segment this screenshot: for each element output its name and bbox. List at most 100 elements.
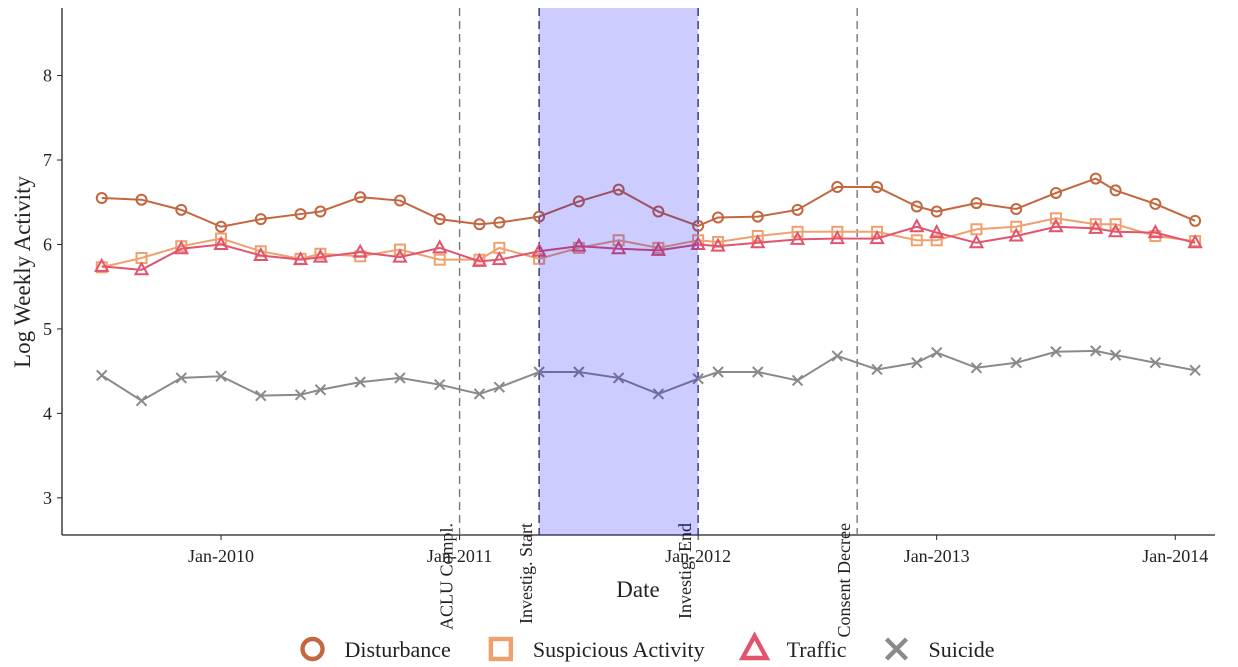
- marker: [314, 205, 327, 218]
- marker: [1049, 212, 1062, 225]
- marker: [135, 395, 148, 407]
- marker: [292, 251, 309, 266]
- marker: [294, 389, 307, 401]
- marker: [1050, 346, 1062, 358]
- marker: [710, 237, 726, 252]
- y-tick-label: 6: [43, 234, 52, 254]
- marker: [253, 246, 269, 261]
- annotation-label: ACLU Compl.: [437, 523, 457, 630]
- marker: [612, 372, 625, 384]
- marker: [871, 225, 884, 238]
- marker: [473, 218, 486, 231]
- marker: [692, 219, 705, 232]
- legend: Disturbance Suspicious Activity Traffic Sui…: [300, 631, 994, 662]
- marker: [314, 384, 327, 396]
- marker: [831, 350, 844, 362]
- marker: [393, 194, 406, 207]
- marker: [791, 203, 804, 216]
- marker: [791, 374, 804, 387]
- marker: [970, 362, 983, 374]
- marker: [1090, 345, 1102, 357]
- marker: [493, 381, 506, 393]
- marker: [133, 261, 150, 276]
- marker: [471, 252, 488, 267]
- marker: [1109, 218, 1122, 231]
- marker: [1107, 223, 1124, 238]
- marker: [871, 363, 883, 376]
- marker: [738, 631, 771, 661]
- series-line: [101, 225, 1196, 271]
- marker: [312, 248, 329, 263]
- marker: [354, 376, 366, 388]
- x-tick-label: Jan-2013: [904, 546, 970, 566]
- marker: [610, 240, 627, 255]
- marker: [491, 251, 508, 266]
- marker: [831, 225, 844, 238]
- marker: [531, 242, 547, 257]
- marker: [884, 637, 909, 661]
- marker: [612, 234, 625, 247]
- marker: [95, 192, 108, 205]
- y-axis-title: Log Weekly Activity: [10, 176, 35, 368]
- marker: [970, 197, 983, 210]
- marker: [831, 181, 844, 194]
- marker: [1008, 227, 1024, 242]
- marker: [1010, 220, 1023, 233]
- marker: [871, 181, 884, 194]
- marker: [929, 224, 945, 239]
- marker: [1010, 203, 1023, 216]
- marker: [533, 210, 546, 223]
- marker: [294, 208, 307, 221]
- marker: [650, 241, 667, 256]
- marker: [930, 346, 943, 359]
- marker: [533, 366, 545, 378]
- y-tick-label: 5: [43, 319, 52, 339]
- marker: [1089, 172, 1102, 185]
- marker: [300, 636, 325, 662]
- marker: [652, 388, 665, 400]
- marker: [433, 378, 446, 391]
- y-tick-label: 4: [43, 403, 52, 423]
- marker: [1088, 219, 1104, 234]
- marker: [392, 248, 408, 263]
- marker: [393, 243, 406, 256]
- marker: [1149, 197, 1162, 210]
- marker: [690, 235, 706, 250]
- marker: [712, 366, 724, 378]
- x-tick-label: Jan-2014: [1142, 546, 1208, 566]
- marker: [1149, 357, 1162, 369]
- marker: [96, 369, 108, 382]
- marker: [572, 195, 585, 208]
- marker: [352, 243, 368, 258]
- marker: [1189, 364, 1201, 377]
- marker: [911, 357, 923, 369]
- marker: [930, 205, 943, 218]
- marker: [712, 211, 725, 224]
- marker: [1189, 214, 1202, 227]
- marker: [473, 388, 486, 400]
- legend-label: Disturbance: [345, 637, 451, 662]
- marker: [752, 366, 764, 378]
- y-tick-label: 8: [43, 66, 52, 86]
- marker: [829, 229, 845, 245]
- annotation-label: Investig. End: [675, 523, 695, 619]
- marker: [930, 234, 943, 247]
- marker: [692, 373, 704, 385]
- marker: [433, 213, 446, 226]
- marker: [789, 230, 806, 245]
- marker: [213, 235, 229, 250]
- x-tick-label: Jan-2011: [427, 546, 492, 566]
- marker: [910, 234, 923, 247]
- marker: [1147, 224, 1164, 239]
- marker: [432, 239, 448, 254]
- marker: [254, 213, 267, 226]
- marker: [394, 372, 406, 384]
- marker: [869, 229, 885, 245]
- marker: [791, 225, 804, 238]
- y-tick-label: 3: [43, 488, 52, 508]
- marker: [1109, 349, 1122, 361]
- marker: [1049, 186, 1062, 199]
- marker: [909, 218, 925, 233]
- marker: [493, 216, 506, 229]
